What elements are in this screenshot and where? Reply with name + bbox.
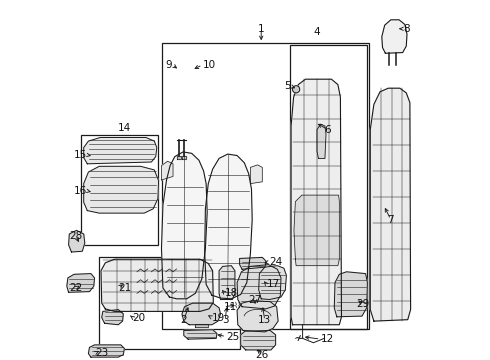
Text: 26: 26 (256, 350, 269, 360)
Polygon shape (370, 88, 411, 321)
Polygon shape (240, 257, 266, 269)
Polygon shape (259, 266, 286, 300)
Polygon shape (88, 345, 124, 357)
Text: 1: 1 (258, 24, 265, 34)
Polygon shape (102, 310, 123, 325)
Text: 12: 12 (320, 334, 334, 344)
Text: 4: 4 (314, 27, 320, 37)
Polygon shape (334, 272, 368, 317)
Polygon shape (317, 124, 326, 158)
Polygon shape (69, 230, 85, 252)
Polygon shape (176, 156, 181, 159)
Polygon shape (182, 156, 186, 159)
Polygon shape (184, 330, 217, 339)
Text: 8: 8 (403, 24, 410, 34)
Text: 22: 22 (69, 283, 82, 293)
Circle shape (293, 86, 300, 93)
Text: 3: 3 (222, 315, 228, 325)
Text: 20: 20 (133, 312, 146, 323)
Polygon shape (205, 154, 252, 299)
Text: 29: 29 (356, 299, 369, 309)
Bar (162, 43, 369, 329)
Text: 15: 15 (74, 150, 87, 160)
Text: 25: 25 (226, 332, 240, 342)
Polygon shape (250, 165, 262, 184)
Polygon shape (291, 79, 342, 325)
Polygon shape (84, 138, 157, 164)
Text: ≁: ≁ (294, 332, 304, 345)
Text: 17: 17 (267, 279, 280, 289)
Text: 27: 27 (248, 294, 262, 305)
Bar (81, 135, 158, 245)
Polygon shape (219, 266, 235, 300)
Text: 10: 10 (202, 60, 216, 70)
Polygon shape (237, 265, 281, 309)
Polygon shape (382, 20, 407, 53)
Text: 19: 19 (212, 312, 225, 323)
Text: 13: 13 (258, 315, 271, 325)
Text: 7: 7 (388, 215, 394, 225)
Text: 14: 14 (118, 123, 131, 133)
Bar (379, 137, 404, 245)
Text: 5: 5 (285, 81, 291, 91)
Text: 11: 11 (223, 302, 237, 312)
Polygon shape (101, 259, 213, 311)
Text: 9: 9 (166, 60, 172, 70)
Text: 16: 16 (74, 186, 87, 196)
Text: 21: 21 (118, 283, 131, 293)
Polygon shape (182, 303, 220, 325)
Polygon shape (162, 161, 173, 180)
Polygon shape (294, 195, 339, 266)
Polygon shape (241, 330, 275, 350)
Text: 18: 18 (225, 288, 239, 298)
Bar (99, 257, 240, 349)
Polygon shape (84, 166, 159, 213)
Polygon shape (237, 301, 278, 332)
Text: ⌇⌇: ⌇⌇ (233, 301, 242, 310)
Bar (290, 45, 368, 329)
Text: 28: 28 (69, 231, 82, 241)
Polygon shape (162, 152, 207, 299)
Polygon shape (67, 274, 95, 292)
Text: 24: 24 (270, 257, 283, 267)
Polygon shape (195, 324, 208, 327)
Text: 23: 23 (96, 348, 109, 358)
Text: 6: 6 (324, 125, 331, 135)
Text: 2: 2 (180, 315, 187, 325)
